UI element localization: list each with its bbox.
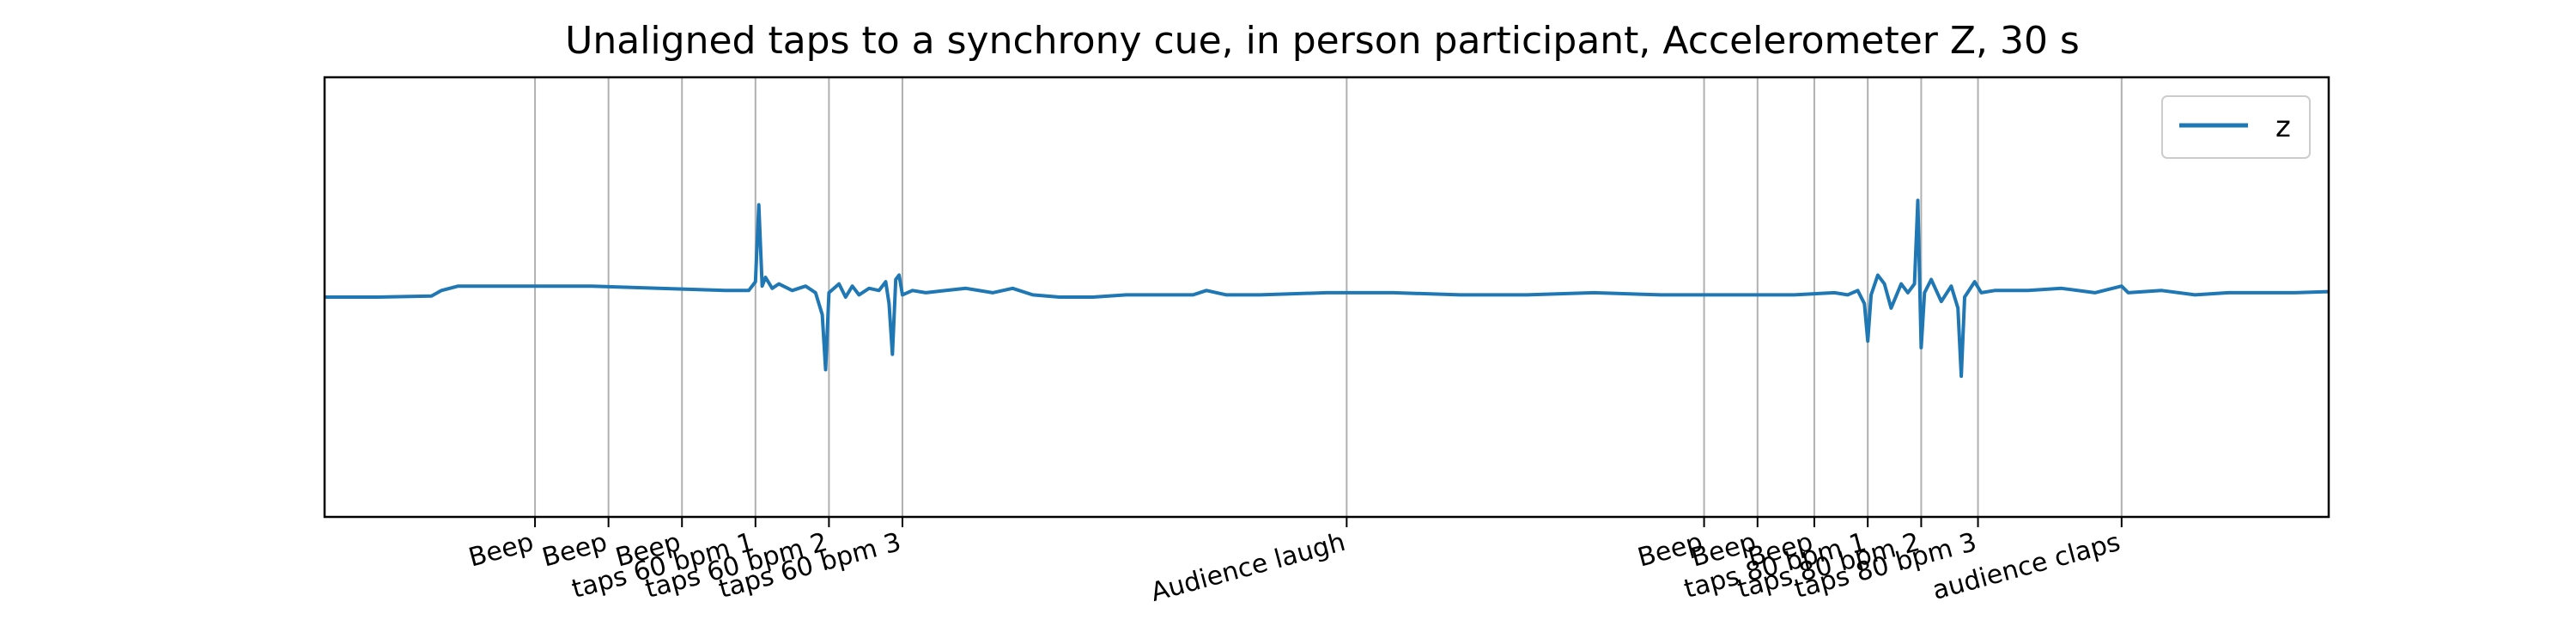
legend: z	[2161, 95, 2311, 159]
series-layer	[325, 198, 2330, 379]
legend-label-z: z	[2275, 110, 2291, 144]
grid-lines	[534, 77, 2123, 517]
plot-frame	[323, 76, 2330, 519]
chart-title: Unaligned taps to a synchrony cue, in pe…	[565, 19, 2080, 63]
series-line-z	[325, 198, 2330, 379]
